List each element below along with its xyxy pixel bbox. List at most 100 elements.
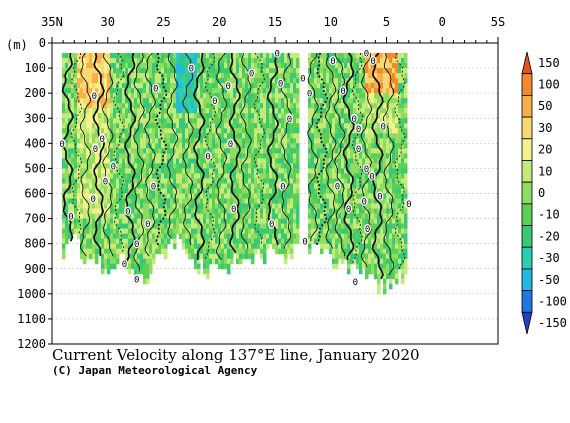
velocity-cell — [335, 248, 339, 255]
velocity-cell — [308, 223, 312, 230]
velocity-cell — [245, 248, 249, 255]
velocity-cell — [218, 173, 222, 179]
velocity-cell — [110, 123, 114, 129]
velocity-cell — [275, 108, 279, 114]
velocity-cell — [218, 108, 222, 114]
velocity-cell — [218, 208, 222, 215]
velocity-cell — [404, 93, 408, 99]
velocity-cell — [314, 203, 318, 210]
velocity-cell — [383, 243, 387, 250]
velocity-cell — [218, 253, 222, 260]
velocity-cell — [392, 138, 396, 144]
velocity-cell — [296, 123, 300, 129]
velocity-cell — [239, 238, 243, 245]
velocity-cell — [404, 78, 408, 84]
velocity-cell — [311, 78, 315, 84]
velocity-cell — [194, 173, 198, 179]
velocity-cell — [209, 93, 213, 99]
velocity-cell — [254, 223, 258, 230]
velocity-cell — [356, 93, 360, 99]
velocity-cell — [80, 163, 84, 169]
velocity-cell — [98, 208, 102, 215]
velocity-cell — [68, 58, 72, 64]
velocity-cell — [392, 123, 396, 129]
velocity-cell — [356, 263, 360, 270]
velocity-cell — [236, 93, 240, 99]
velocity-cell — [209, 193, 213, 200]
velocity-cell — [233, 223, 237, 230]
velocity-cell — [104, 128, 108, 134]
velocity-cell — [344, 118, 348, 124]
velocity-cell — [119, 133, 123, 139]
velocity-cell — [272, 103, 276, 109]
zero-contour-labels: 0000000000000000000000000000000000000000… — [58, 48, 413, 288]
velocity-cell — [200, 253, 204, 260]
velocity-cell — [80, 133, 84, 139]
velocity-cell — [254, 233, 258, 240]
velocity-cell — [290, 143, 294, 149]
velocity-cell — [155, 193, 159, 200]
velocity-cell — [74, 68, 78, 74]
velocity-cell — [269, 143, 273, 149]
velocity-cell — [326, 83, 330, 89]
velocity-cell — [128, 143, 132, 149]
velocity-cell — [104, 238, 108, 245]
velocity-cell — [386, 233, 390, 240]
velocity-cell — [107, 188, 111, 194]
velocity-cell — [275, 248, 279, 255]
velocity-cell — [158, 168, 162, 174]
velocity-cell — [353, 148, 357, 154]
velocity-cell — [362, 263, 366, 270]
velocity-cell — [200, 143, 204, 149]
velocity-cell — [218, 88, 222, 94]
velocity-cell — [137, 213, 141, 220]
velocity-cell — [284, 153, 288, 159]
velocity-cell — [392, 168, 396, 174]
velocity-cell — [311, 193, 315, 200]
velocity-cell — [233, 168, 237, 174]
velocity-cell — [212, 103, 216, 109]
velocity-cell — [404, 118, 408, 124]
velocity-cell — [350, 258, 354, 265]
velocity-cell — [182, 178, 186, 184]
y-tick-label: 100 — [24, 61, 46, 75]
velocity-cell — [317, 88, 321, 94]
velocity-cell — [362, 78, 366, 84]
velocity-cell — [194, 143, 198, 149]
velocity-cell — [362, 188, 366, 194]
velocity-cell — [182, 93, 186, 99]
velocity-cell — [209, 118, 213, 124]
velocity-cell — [179, 78, 183, 84]
velocity-cell — [326, 158, 330, 164]
velocity-cell — [110, 98, 114, 104]
svg-text:0: 0 — [300, 75, 305, 85]
velocity-cell — [380, 238, 384, 245]
velocity-cell — [176, 183, 180, 189]
velocity-cell — [143, 253, 147, 260]
zero-label: 0 — [247, 68, 256, 80]
velocity-cell — [104, 173, 108, 179]
velocity-cell — [356, 158, 360, 164]
velocity-cell — [209, 158, 213, 164]
velocity-cell — [338, 213, 342, 220]
velocity-cell — [209, 198, 213, 205]
velocity-cell — [281, 243, 285, 250]
velocity-cell — [380, 163, 384, 169]
velocity-cell — [245, 158, 249, 164]
velocity-cell — [398, 118, 402, 124]
velocity-cell — [137, 193, 141, 200]
velocity-cell — [173, 223, 177, 230]
velocity-cell — [239, 213, 243, 220]
velocity-cell — [308, 243, 312, 250]
velocity-cell — [383, 218, 387, 225]
velocity-cell — [251, 108, 255, 114]
velocity-cell — [185, 198, 189, 205]
velocity-cell — [380, 143, 384, 149]
velocity-cell — [104, 208, 108, 215]
velocity-cell — [269, 198, 273, 205]
velocity-cell — [92, 83, 96, 89]
velocity-cell — [158, 138, 162, 144]
velocity-cell — [107, 263, 111, 270]
velocity-cell — [221, 83, 225, 89]
velocity-cell — [236, 133, 240, 139]
